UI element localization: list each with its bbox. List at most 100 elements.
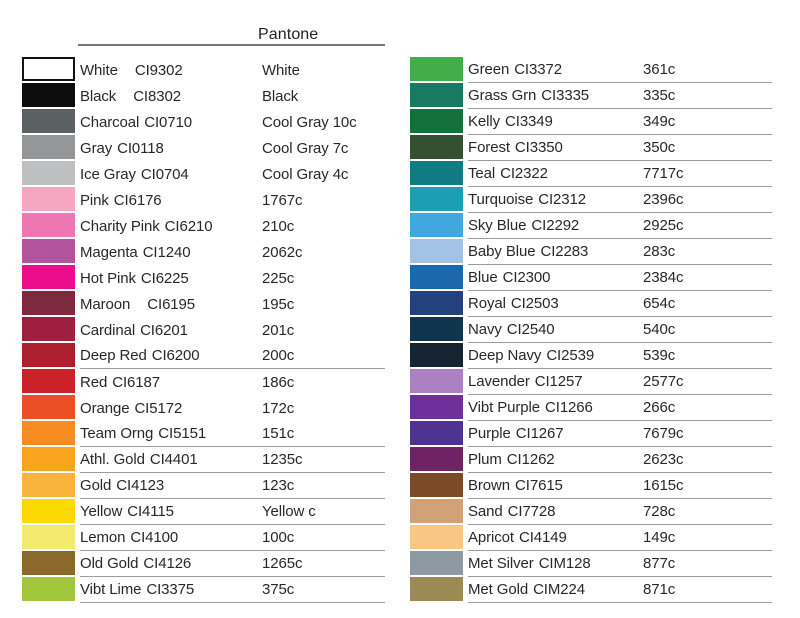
pantone-value: 335c <box>643 87 676 104</box>
color-row-text: Met Gold CIM224 871c <box>468 577 772 603</box>
pantone-value: 349c <box>643 113 676 130</box>
color-name: Red <box>80 373 108 391</box>
color-swatch <box>410 109 463 133</box>
pantone-value: 350c <box>643 139 676 156</box>
pantone-value: 186c <box>262 373 295 391</box>
pantone-value: 539c <box>643 347 676 364</box>
color-swatch <box>410 369 463 393</box>
pantone-column-header: Pantone <box>258 26 319 43</box>
color-ci-code: CI4123 <box>116 477 165 494</box>
color-ci-code: CI5172 <box>134 399 183 417</box>
pantone-value: 877c <box>643 555 676 572</box>
pantone-value: Black <box>262 87 299 105</box>
color-name: Lemon <box>80 529 126 546</box>
color-name: White <box>80 61 118 79</box>
color-row-text: Magenta CI1240 2062c <box>80 239 385 265</box>
color-name: Deep Red <box>80 347 147 364</box>
color-row-text: Old Gold CI4126 1265c <box>80 551 385 577</box>
color-name: Pink <box>80 191 109 209</box>
color-name: Lavender <box>468 373 530 390</box>
color-name: Orange <box>80 399 130 417</box>
color-swatch <box>22 525 75 549</box>
pantone-value: 654c <box>643 295 676 312</box>
color-name: Black <box>80 87 117 105</box>
color-row: Brown CI7615 1615c <box>410 473 772 499</box>
color-row: White CI9302 White <box>22 57 385 83</box>
pantone-value: 210c <box>262 217 295 235</box>
color-row-text: Purple CI1267 7679c <box>468 421 772 447</box>
color-swatch <box>410 265 463 289</box>
color-row-text: Baby Blue CI2283 283c <box>468 239 772 265</box>
color-name: Vibt Lime <box>80 581 142 598</box>
color-name: Turquoise <box>468 191 534 208</box>
pantone-value: 1265c <box>262 555 303 572</box>
color-name: Met Gold <box>468 581 529 598</box>
color-name: Green <box>468 61 510 78</box>
color-name: Kelly <box>468 113 501 130</box>
color-name: Vibt Purple <box>468 399 541 416</box>
color-swatch <box>410 551 463 575</box>
color-table-right-column: Green CI3372 361c Grass Grn CI3335 335c Kelly C… <box>410 57 772 603</box>
color-name: Baby Blue <box>468 243 536 260</box>
color-ci-code: CI0118 <box>117 139 164 157</box>
color-swatch <box>22 551 75 575</box>
pantone-value: 2396c <box>643 191 684 208</box>
color-ci-code: CI6176 <box>113 191 162 209</box>
color-row: Yellow CI4115 Yellow c <box>22 499 385 525</box>
color-row: Team Orng CI5151 151c <box>22 421 385 447</box>
pantone-value: Cool Gray 4c <box>262 165 349 183</box>
color-ci-code: CI7615 <box>515 477 563 494</box>
color-ci-code: CI4115 <box>127 503 174 520</box>
color-row-text: Deep Red CI6200 200c <box>80 343 385 369</box>
color-swatch <box>22 499 75 523</box>
color-name: Blue <box>468 269 498 286</box>
color-ci-code: CI3372 <box>514 61 562 78</box>
color-row-text: Cardinal CI6201 201c <box>80 317 385 343</box>
color-row: Teal CI2322 7717c <box>410 161 772 187</box>
color-row-text: Apricot CI4149 149c <box>468 525 772 551</box>
pantone-value: 871c <box>643 581 676 598</box>
color-ci-code: CI2312 <box>538 191 587 208</box>
color-row: Charity Pink CI6210 210c <box>22 213 385 239</box>
color-swatch <box>22 343 75 367</box>
pantone-value: 100c <box>262 529 295 546</box>
pantone-value: White <box>262 61 300 79</box>
color-ci-code: CI6187 <box>112 373 160 391</box>
color-swatch <box>22 291 75 315</box>
color-ci-code: CI4401 <box>149 451 198 468</box>
pantone-value: 172c <box>262 399 295 417</box>
color-ci-code: CI1257 <box>534 373 583 390</box>
color-name: Charcoal <box>80 113 140 131</box>
color-swatch <box>22 187 75 211</box>
pantone-value: 2577c <box>643 373 684 390</box>
color-row: Cardinal CI6201 201c <box>22 317 385 343</box>
color-ci-code: CI6195 <box>147 295 196 313</box>
pantone-value: 540c <box>643 321 676 338</box>
color-ci-code: CI2283 <box>540 243 589 260</box>
color-row: Athl. Gold CI4401 1235c <box>22 447 385 473</box>
pantone-value: 283c <box>643 243 676 260</box>
color-row-text: Hot Pink CI6225 225c <box>80 265 385 291</box>
color-ci-code: CI2539 <box>546 347 595 364</box>
pantone-value: 149c <box>643 529 676 546</box>
color-swatch <box>22 135 75 159</box>
color-table-left-column: White CI9302 White Black CI8302 Black Charcoal… <box>22 57 385 603</box>
color-row: Sky Blue CI2292 2925c <box>410 213 772 239</box>
color-row: Old Gold CI4126 1265c <box>22 551 385 577</box>
pantone-value: 1615c <box>643 477 684 494</box>
color-row-text: Charcoal CI0710 Cool Gray 10c <box>80 109 385 135</box>
color-row: Gray CI0118 Cool Gray 7c <box>22 135 385 161</box>
color-row-text: Forest CI3350 350c <box>468 135 772 161</box>
color-ci-code: CIM128 <box>538 555 591 572</box>
color-row-text: Kelly CI3349 349c <box>468 109 772 135</box>
color-row: Orange CI5172 172c <box>22 395 385 421</box>
color-row-text: Black CI8302 Black <box>80 83 385 109</box>
color-swatch <box>410 421 463 445</box>
color-row-text: Grass Grn CI3335 335c <box>468 83 772 109</box>
color-ci-code: CI4100 <box>130 529 179 546</box>
color-swatch <box>410 57 463 81</box>
pantone-value: 2623c <box>643 451 684 468</box>
color-swatch <box>410 473 463 497</box>
color-row-text: Lavender CI1257 2577c <box>468 369 772 395</box>
color-name: Royal <box>468 295 506 312</box>
